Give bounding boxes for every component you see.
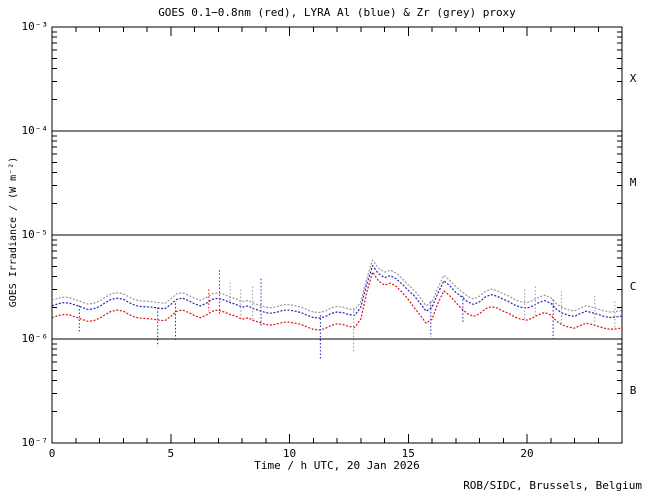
y-tick-label: 10⁻³ <box>21 20 49 33</box>
flare-class-label-c: C <box>629 280 637 293</box>
data-gap-spikes <box>78 270 616 361</box>
flare-class-label-b: B <box>629 384 637 397</box>
flare-class-boundary-lines <box>52 130 622 340</box>
x-axis-ticks <box>75 27 599 443</box>
y-axis-ticks <box>52 26 622 444</box>
x-tick-label: 5 <box>167 447 175 460</box>
series-lyra_zr_grey <box>51 259 623 314</box>
y-tick-label: 10⁻⁵ <box>21 228 49 241</box>
chart-title: GOES 0.1−0.8nm (red), LYRA Al (blue) & Z… <box>158 6 516 19</box>
series-lyra_al_blue <box>51 265 623 319</box>
series-goes_red <box>51 271 623 331</box>
flare-class-label-x: X <box>629 72 637 85</box>
x-tick-label: 10 <box>282 447 297 460</box>
flare-class-label-m: M <box>629 176 637 189</box>
y-tick-label: 10⁻⁴ <box>21 124 49 137</box>
x-tick-label: 0 <box>48 447 56 460</box>
y-tick-label: 10⁻⁶ <box>21 332 49 345</box>
footer-credit: ROB/SIDC, Brussels, Belgium <box>463 479 642 492</box>
x-tick-label: 15 <box>401 447 415 460</box>
y-tick-label: 10⁻⁷ <box>21 436 49 449</box>
x-tick-label: 20 <box>520 447 534 460</box>
x-axis-label: Time / h UTC, 20 Jan 2026 <box>254 459 420 472</box>
